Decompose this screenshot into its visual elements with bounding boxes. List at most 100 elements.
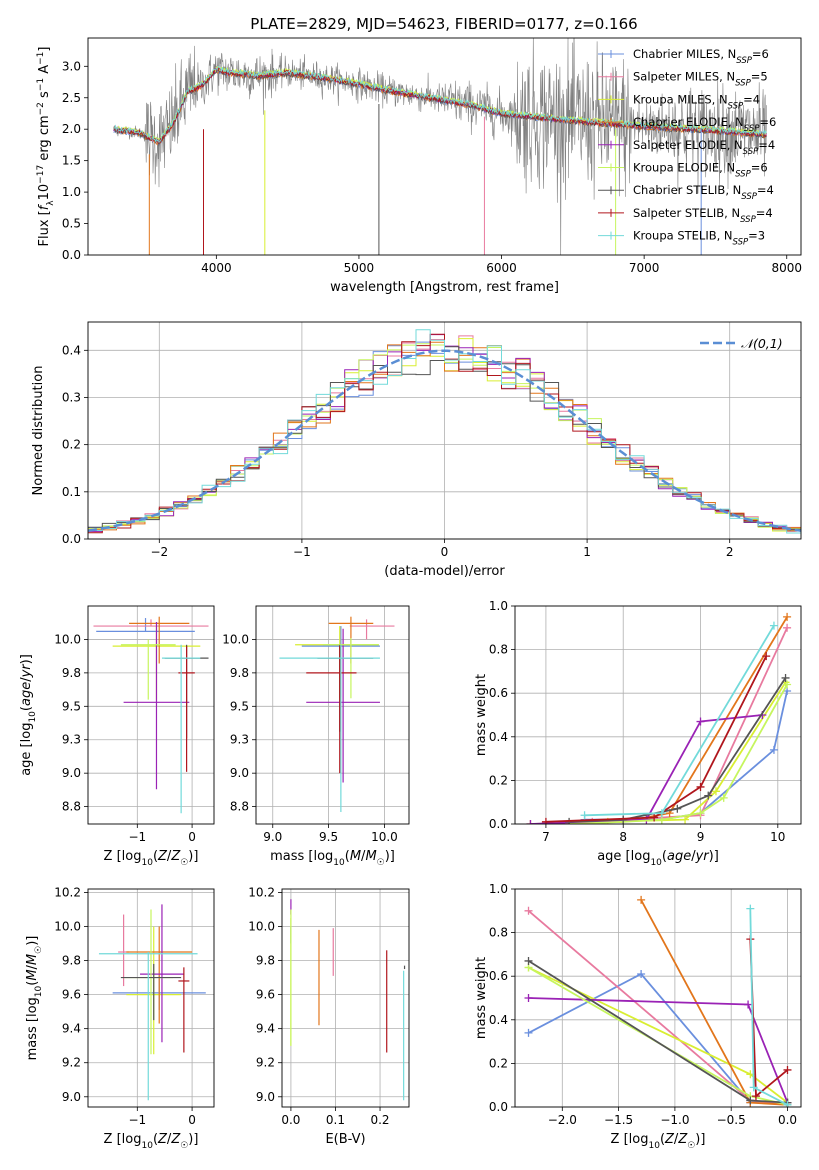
- legend-nssp: =6: [752, 47, 769, 61]
- legend-entry-label: Salpeter STELIB, NSSP=4: [633, 206, 773, 225]
- massweight-point-marker: [783, 1065, 792, 1074]
- y-tick-label: 9.2: [62, 1056, 81, 1070]
- label-part: M: [25, 954, 40, 965]
- y-tick-label: 10.2: [248, 885, 275, 899]
- y-tick-label: 9.6: [256, 988, 275, 1002]
- legend-model-name: Kroupa STELIB, N: [633, 229, 733, 243]
- massweight-point-marker: [696, 717, 705, 726]
- label-part: )]: [19, 654, 34, 664]
- panel-mass-vs-Z: −1 09.09.29.49.69.810.010.2Z [log10(Z/Z☉)…: [25, 885, 215, 1151]
- massweight-point-marker: [762, 652, 771, 661]
- y-tick-label: 9.8: [62, 954, 81, 968]
- x-tick-label: −1: [293, 545, 311, 559]
- y-axis-label: Flux [fλ10−17 erg cm−2 s−1 A−1]: [36, 47, 56, 247]
- legend-model-name: Chabrier MILES, N: [633, 47, 736, 61]
- massweight-point-marker: [524, 906, 533, 915]
- label-part: /: [167, 849, 172, 864]
- normal-reference-curve: [88, 349, 801, 532]
- x-axis-label: wavelength [Angstrom, rest frame]: [330, 280, 559, 295]
- y-tick-label: 9.3: [62, 733, 81, 747]
- axes-frame: [514, 605, 802, 825]
- label-part: M: [365, 849, 376, 864]
- legend-model-name: Salpeter STELIB, N: [633, 206, 740, 220]
- y-tick-label: 10.2: [54, 885, 81, 899]
- y-tick-label: 0.2: [489, 773, 508, 787]
- label-part: ☉: [377, 858, 385, 868]
- y-tick-label: 0.3: [62, 390, 81, 404]
- figure-title: PLATE=2829, MJD=54623, FIBERID=0177, z=0…: [250, 15, 637, 33]
- label-part: M: [350, 849, 361, 864]
- plot-area: [113, 38, 767, 255]
- plot-area: [279, 616, 395, 812]
- label-part: 10: [141, 858, 153, 868]
- panel-residuals: −2 −1 0 1 2 0.0 0.1 0.2 0.3 0.4 (data-model)/error…: [31, 321, 802, 579]
- legend-entry-label: Salpeter MILES, NSSP=5: [633, 70, 768, 89]
- x-tick-label: 10: [770, 830, 785, 844]
- massweight-point-marker: [524, 994, 533, 1002]
- x-axis-label: mass [log10(M/M☉)]: [270, 849, 395, 868]
- x-tick-label: −1: [128, 1113, 146, 1127]
- axes-frame: [87, 321, 802, 540]
- legend-nssp: =4: [757, 183, 774, 197]
- legend-model-name: Kroupa ELODIE, N: [633, 161, 735, 175]
- axes-frame: [281, 888, 410, 1108]
- y-tick-label: 0.6: [489, 686, 508, 700]
- label-part: mass [log: [270, 849, 333, 864]
- y-tick-label: 10.0: [54, 632, 81, 646]
- massweight-point-marker: [704, 791, 713, 800]
- label-part: )]: [695, 1132, 705, 1147]
- massweight-point-marker: [657, 809, 666, 818]
- x-tick-label: 7: [542, 830, 550, 844]
- massweight-point-marker: [746, 1096, 755, 1105]
- label-part: ☉: [687, 1141, 695, 1151]
- histogram-series: [88, 329, 801, 534]
- x-tick-label: 10.0: [371, 830, 398, 844]
- label-part: M: [25, 969, 40, 980]
- massweight-point-marker: [696, 782, 705, 791]
- y-tick-label: 0.2: [62, 438, 81, 452]
- massweight-point-marker: [681, 815, 690, 824]
- massweight-point-marker: [783, 1100, 792, 1107]
- panels: 4000 5000 6000 7000 80000.00.51.01.52.02.53.…: [19, 37, 802, 1151]
- y-tick-label: 9.4: [256, 1022, 275, 1036]
- y-tick-label: 0.8: [489, 643, 508, 657]
- label-part: /: [25, 964, 40, 969]
- plot-area: [98, 904, 206, 1101]
- legend-entry-label: Salpeter ELODIE, NSSP=4: [633, 138, 775, 157]
- label-part: Z: [170, 1132, 181, 1147]
- x-tick-label: 4000: [201, 261, 232, 275]
- legend-subscript: SSP: [735, 79, 751, 89]
- x-tick-label: −1.5: [604, 1113, 633, 1127]
- label-part: 10: [141, 1141, 153, 1151]
- legend-entry-label: Chabrier MILES, NSSP=6: [633, 47, 769, 66]
- axes-frame: [87, 888, 215, 1108]
- y-tick-label: 0.6: [489, 969, 508, 983]
- y-tick-label: 1.0: [489, 882, 508, 896]
- label-part: /: [19, 677, 34, 682]
- y-tick-label: 0.4: [62, 343, 81, 357]
- label-part: /: [167, 1132, 172, 1147]
- label-part: 10: [333, 858, 345, 868]
- massweight-point-marker: [524, 956, 533, 965]
- y-tick-label: 9.0: [256, 1090, 275, 1104]
- x-tick-label: 6000: [486, 261, 517, 275]
- x-tick-label: 0.2: [370, 1113, 389, 1127]
- x-axis-label: Z [log10(Z/Z☉)]: [104, 1132, 199, 1151]
- x-tick-label: 0: [441, 545, 449, 559]
- label-part: (: [153, 849, 158, 864]
- label-part: (: [19, 706, 34, 711]
- plot-area: [524, 895, 792, 1107]
- panel-age-vs-Z: −1 08.89.09.39.59.810.0Z [log10(Z/Z☉)]age…: [19, 605, 215, 868]
- massweight-point-marker: [744, 1000, 753, 1009]
- y-axis-label: mass weight: [474, 957, 489, 1039]
- massweight-point-marker: [746, 904, 755, 913]
- legend-model-name: Salpeter MILES, N: [633, 70, 735, 84]
- axes-frame: [514, 888, 802, 1108]
- label-part: 10: [650, 858, 662, 868]
- massweight-point-marker: [580, 811, 589, 820]
- y-tick-label: 9.0: [230, 766, 249, 780]
- massweight-point-marker: [524, 1028, 533, 1037]
